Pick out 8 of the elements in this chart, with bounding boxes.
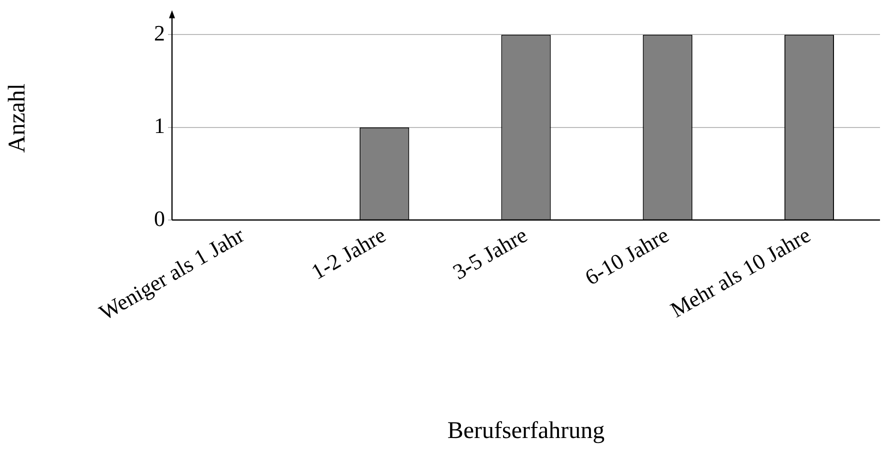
- x-tick-label: 3-5 Jahre: [448, 222, 532, 284]
- y-tick-label: 0: [154, 206, 165, 231]
- y-tick-label: 1: [154, 113, 165, 138]
- x-tick-label: 6-10 Jahre: [580, 222, 673, 290]
- x-axis-title: Berufserfahrung: [447, 418, 605, 444]
- y-axis-title: Anzahl: [4, 83, 31, 153]
- x-tick-label: 1-2 Jahre: [306, 222, 390, 284]
- y-tick-label: 2: [154, 20, 165, 46]
